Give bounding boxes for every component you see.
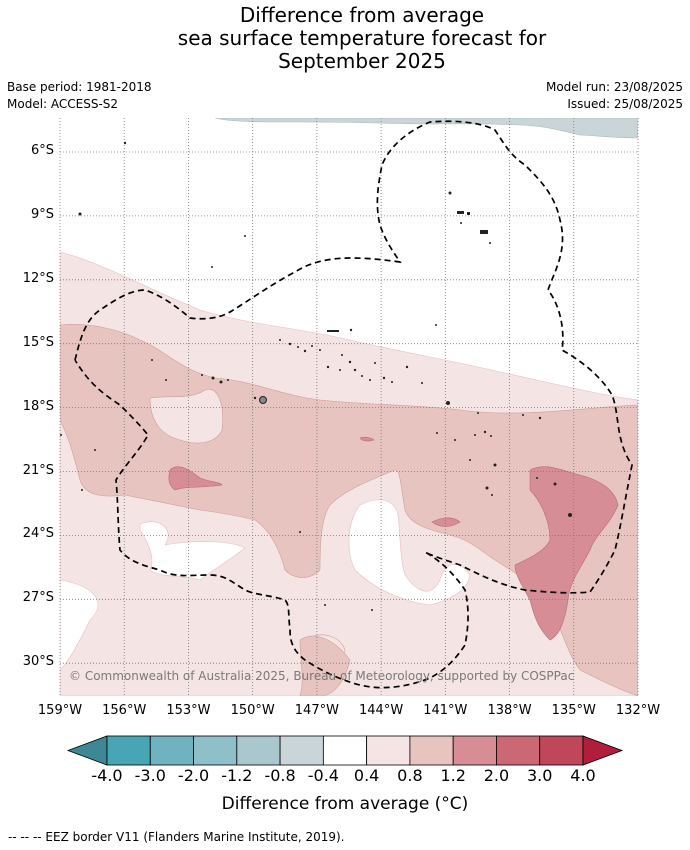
colorbar-arrow-high (582, 735, 624, 766)
colorbar-segment (106, 735, 151, 766)
contour-neutral-gap-1 (139, 521, 246, 581)
lat-label: 21°S (22, 462, 54, 478)
colorbar-segment (539, 735, 584, 766)
colorbar-tick-label: -3.0 (134, 766, 166, 785)
lon-label: 156°W (102, 703, 147, 718)
colorbar-segment (409, 735, 454, 766)
colorbar-segment (279, 735, 324, 766)
lat-label: 9°S (30, 206, 54, 222)
colorbar-segment (236, 735, 281, 766)
lat-label: 30°S (22, 654, 54, 670)
colorbar-label: Difference from average (°C) (221, 794, 469, 814)
lon-label: 138°W (487, 703, 532, 718)
gridlines (59, 118, 639, 696)
chart-title: Difference from average sea surface temp… (0, 4, 690, 73)
colorbar-tick-label: -2.0 (177, 766, 210, 785)
colorbar-segment (322, 735, 368, 766)
colorbar-tick-label: 0.8 (397, 766, 423, 785)
colorbar-tick-label: 4.0 (570, 766, 596, 785)
contour-neutral-gap-3 (60, 579, 99, 671)
model-run: Model run: 23/08/2025 (545, 80, 683, 94)
contour-1.2-2.0-small-1 (168, 466, 223, 491)
lon-label: 144°W (359, 703, 404, 718)
colorbar-tick-label: 3.0 (526, 766, 553, 785)
eez-border (74, 120, 633, 689)
colorbar-segment (452, 735, 497, 766)
eez-legend-note: -- -- -- EEZ border V11 (Flanders Marine… (8, 830, 345, 844)
lat-label: 15°S (22, 334, 54, 350)
lon-label: 159°W (37, 703, 83, 718)
base-period: Base period: 1981-2018 (7, 80, 152, 94)
lat-label: 27°S (22, 590, 54, 606)
contour-1.2-2.0-small-3 (359, 436, 375, 442)
colorbar-arrow-low (66, 735, 108, 766)
contour-1.2-2.0-main (514, 466, 619, 641)
colorbar-tick-label: 2.0 (483, 766, 510, 785)
title-line-1: Difference from average (239, 3, 485, 27)
lat-label: 6°S (30, 143, 54, 158)
colorbar-tick-label: -0.4 (307, 766, 339, 785)
colorbar-tick-label: 1.2 (440, 766, 466, 785)
title-line-2: sea surface temperature forecast for (177, 26, 547, 50)
lat-label: 18°S (22, 398, 54, 414)
contour-cool-top (214, 118, 638, 139)
model-name: Model: ACCESS-S2 (7, 97, 119, 111)
copyright-notice: © Commonwealth of Australia 2025, Bureau… (69, 669, 575, 683)
contour-hole-1 (149, 388, 223, 444)
lat-label: 12°S (22, 270, 54, 286)
colorbar-tick-label: -0.8 (264, 766, 296, 785)
colorbar-segment (366, 735, 411, 766)
colorbar-tick-label: -4.0 (91, 766, 123, 785)
contour-lower-band (299, 635, 351, 696)
lon-label: 150°W (230, 703, 275, 718)
lon-label: 141°W (423, 703, 468, 718)
colorbar-segment (193, 735, 238, 766)
meta-left: Base period: 1981-2018 Model: ACCESS-S2 (7, 79, 152, 113)
islands (60, 141, 572, 611)
contour-1.2-2.0-small-2 (431, 517, 461, 527)
colorbar-segment (496, 735, 541, 766)
colorbar-tick-label: 0.4 (353, 766, 380, 785)
lon-label: 132°W (615, 703, 661, 718)
colorbar-tick-label: -1.2 (221, 766, 253, 785)
meta-right: Model run: 23/08/2025 Issued: 25/08/2025 (546, 79, 683, 113)
lon-label: 135°W (551, 703, 596, 718)
lon-label: 147°W (294, 703, 339, 718)
lat-label: 24°S (22, 526, 54, 542)
lon-label: 153°W (166, 703, 211, 718)
colorbar-segment (149, 735, 194, 766)
title-line-3: September 2025 (278, 49, 446, 73)
colorbar-segments (66, 735, 624, 766)
issued-date: Issued: 25/08/2025 (567, 97, 683, 111)
